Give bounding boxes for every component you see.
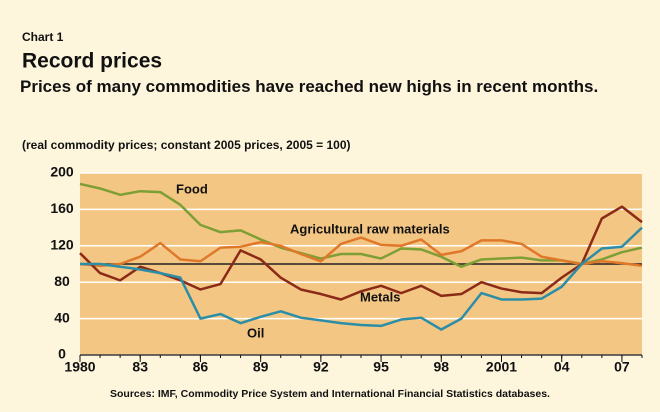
series-label: Agricultural raw materials [290, 221, 450, 236]
series-label: Oil [247, 325, 264, 340]
chart-source: Sources: IMF, Commodity Price System and… [110, 388, 550, 400]
chart-note: (real commodity prices; constant 2005 pr… [22, 138, 351, 152]
x-tick-label: 89 [253, 359, 269, 375]
series-line [79, 205, 643, 301]
x-tick-label: 86 [193, 359, 209, 375]
x-tick-label: 1980 [64, 359, 95, 375]
x-tick-label: 04 [554, 359, 570, 375]
series-line [79, 236, 643, 268]
x-tick-label: 2001 [486, 359, 517, 375]
series-label: Metals [360, 289, 400, 304]
x-tick-label: 07 [614, 359, 630, 375]
x-tick-label: 83 [132, 359, 148, 375]
chart-title: Record prices [22, 50, 162, 73]
series-line [80, 226, 643, 331]
series-line [79, 182, 643, 268]
y-tick-label: 80 [54, 273, 70, 289]
y-tick-label: 0 [58, 346, 66, 362]
x-tick-label: 95 [373, 359, 389, 375]
y-tick-label: 200 [50, 164, 74, 180]
x-tick-label: 92 [313, 359, 329, 375]
subtitle-box: Prices of many commodities have reached … [20, 77, 599, 96]
y-tick-label: 40 [54, 309, 70, 325]
x-tick-label: 98 [433, 359, 449, 375]
y-tick-label: 120 [50, 237, 74, 253]
series-label: Food [176, 181, 208, 196]
chart-kicker: Chart 1 [22, 30, 64, 44]
chart-subtitle: Prices of many commodities have reached … [20, 77, 599, 96]
y-tick-label: 160 [50, 200, 74, 216]
